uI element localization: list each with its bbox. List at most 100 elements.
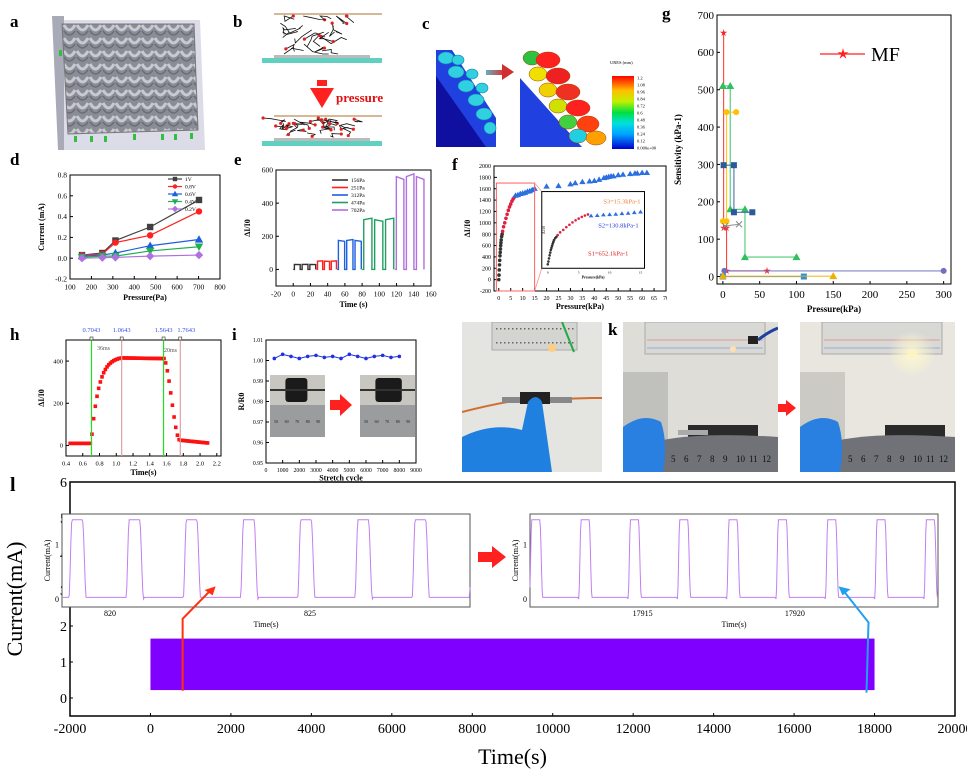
series-line-156Pa <box>293 263 317 271</box>
colorbar-tick-label: 0.24 <box>637 132 646 137</box>
contact-point <box>346 133 350 138</box>
data-point <box>289 354 293 359</box>
y-tick-label: 0.97 <box>253 420 263 426</box>
data-point <box>98 253 107 262</box>
series-line-ref-navy <box>723 164 753 213</box>
data-point <box>498 247 503 251</box>
x-tick-label: 4000 <box>327 468 339 474</box>
inset-y-tick-label: 1 <box>55 540 59 549</box>
arrow-tail <box>330 400 340 410</box>
inset-point <box>568 223 571 227</box>
sensitivity-annotation: S1=652.1kPa-1 <box>588 251 628 258</box>
hole <box>516 342 518 344</box>
x-tick-label: 0.6 <box>79 461 88 468</box>
data-point <box>397 354 402 359</box>
data-point <box>733 109 740 116</box>
x-axis-label: Pressure(Pa) <box>123 293 167 302</box>
chart-l-long-term-cycling: -2000 0 2000 4000 6000 8000 10000 12000 14000 160… <box>2 476 967 769</box>
y-tick-label: 1800 <box>479 175 491 181</box>
data-point <box>740 253 749 261</box>
fiber <box>312 35 321 47</box>
data-point <box>723 109 730 116</box>
cursor-handle <box>178 336 183 341</box>
ruler-label: 90 <box>406 419 410 424</box>
arrow-head-icon <box>838 586 851 596</box>
contact-point <box>310 134 314 138</box>
legend-label: 0.6V <box>185 192 196 198</box>
data-point <box>93 404 98 409</box>
arrow-right-icon <box>340 394 352 416</box>
photo-k-after: 5 6 7 8 9 10 11 12 <box>800 322 955 472</box>
data-point <box>740 205 749 213</box>
data-point <box>497 268 502 272</box>
chart-f-relative-current-vs-pressure: 0510152025303540455055606570-20002004006… <box>463 164 667 311</box>
x-axis-label: Pressure(kPa) <box>556 302 604 311</box>
hole <box>556 342 558 344</box>
data-point <box>507 205 512 209</box>
y-tick-label: 1 <box>60 656 67 671</box>
led-bright-icon <box>908 350 916 358</box>
x-tick-label: 300 <box>107 283 119 292</box>
y-tick-label: 6 <box>60 476 67 491</box>
data-point <box>497 258 502 263</box>
data-point <box>499 240 503 245</box>
contact-point <box>286 132 291 137</box>
x-tick-label: 18000 <box>857 722 892 737</box>
zoom-region-box <box>495 182 536 292</box>
data-point <box>730 209 737 216</box>
pressure-arrow-icon <box>310 88 334 108</box>
inset-point <box>625 210 631 215</box>
fem-simulation: URES (mm) 1.2 1.08 0.96 0.84 0.72 0.6 0.48 0.36… <box>432 48 682 151</box>
data-point <box>96 386 101 391</box>
y-tick-label: 200 <box>53 401 63 408</box>
pointer-arrow-red <box>181 587 214 691</box>
inset-x-axis-label: Time(s) <box>721 620 746 629</box>
data-point <box>643 169 651 176</box>
x-axis-label: Time (s) <box>339 300 367 309</box>
y-axis-label: ΔI/I0 <box>463 220 472 237</box>
dense-fiber-network <box>261 116 363 138</box>
contact-point <box>284 127 288 131</box>
x-tick-label: 300 <box>935 289 952 301</box>
x-tick-label: 6000 <box>378 722 406 737</box>
x-tick-label: 8000 <box>458 722 486 737</box>
contact-point <box>307 126 311 130</box>
x-tick-label: 16000 <box>777 722 812 737</box>
data-point <box>718 81 727 89</box>
y-tick-label: -0.2 <box>55 275 67 284</box>
plot-frame <box>493 165 667 292</box>
ruler-label: 8 <box>887 454 892 464</box>
fiber <box>280 22 290 38</box>
data-point <box>572 179 579 186</box>
inset-point <box>631 210 637 215</box>
fiber <box>321 49 339 55</box>
data-point <box>168 391 173 395</box>
x-tick-label: 0.4 <box>62 461 71 468</box>
hole <box>500 342 502 344</box>
inset-point <box>594 213 600 218</box>
data-point <box>167 379 171 383</box>
fiber <box>331 23 343 35</box>
inset-point <box>577 217 580 220</box>
data-point <box>735 220 743 228</box>
y-tick-label: 700 <box>698 10 715 22</box>
cursor-label: 1.5643 <box>155 327 173 334</box>
inset-point <box>558 231 562 234</box>
inset-point <box>583 214 587 217</box>
y-tick-label: 0.99 <box>253 379 263 385</box>
x-tick-label: -2000 <box>54 722 87 737</box>
chart-d-current-vs-pressure: 100 200 300 400 500 600 700 800 -0.2 0.0 0.2 0.4 0.6… <box>37 171 226 302</box>
x-tick-label: 1.0 <box>112 461 120 468</box>
y-tick-label: 0.95 <box>253 461 263 467</box>
y-tick-label: 2000 <box>479 164 491 170</box>
panel-label-k: k <box>608 320 618 339</box>
hole <box>508 328 510 330</box>
x-tick-label: 65 <box>651 296 657 302</box>
transition-arrow-icon <box>502 64 514 80</box>
series-line-251Pa <box>316 260 338 271</box>
zoom-connector <box>534 182 543 192</box>
inset-point <box>619 211 625 216</box>
fiber <box>322 122 335 131</box>
ruler-label: 10 <box>913 454 923 464</box>
x-tick-label: 0.8 <box>95 461 103 468</box>
